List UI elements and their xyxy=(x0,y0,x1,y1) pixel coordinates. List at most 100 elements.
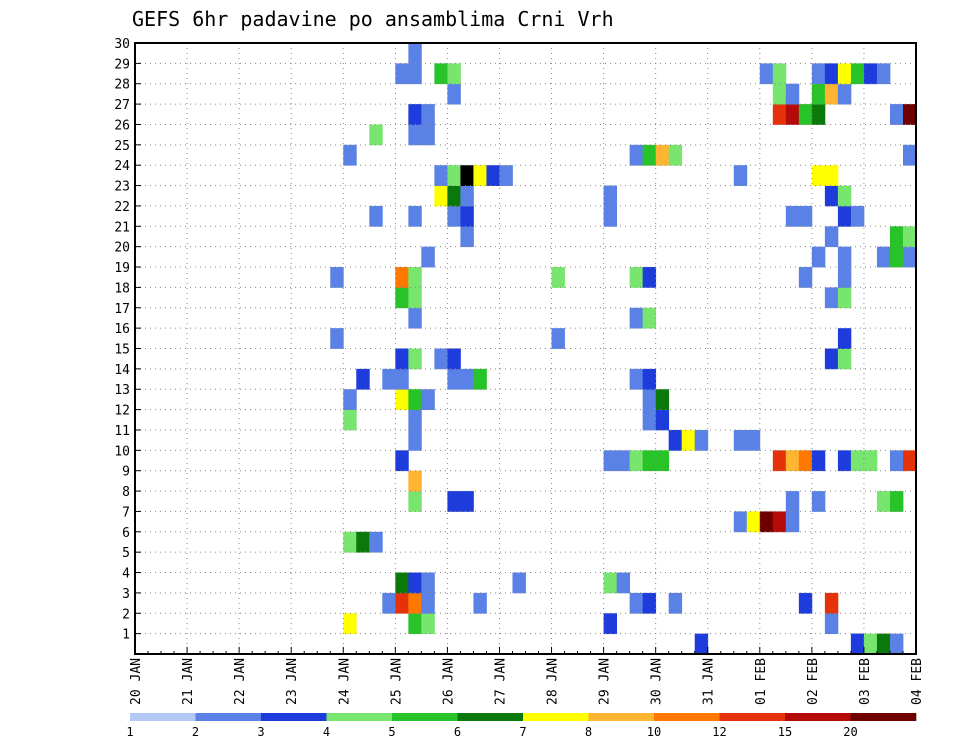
heatmap-cell xyxy=(382,368,396,390)
heatmap-cell xyxy=(629,267,644,288)
heatmap-cells xyxy=(330,43,917,655)
heatmap-cell xyxy=(343,531,357,553)
heatmap-cell xyxy=(837,185,852,207)
heatmap-cell xyxy=(681,429,696,451)
y-tick-label: 16 xyxy=(114,322,130,337)
heatmap-cell xyxy=(343,613,357,635)
heatmap-cell xyxy=(408,592,422,614)
heatmap-cell xyxy=(447,165,461,186)
heatmap-cell xyxy=(811,63,826,85)
heatmap-cell xyxy=(811,491,826,512)
heatmap-cell xyxy=(395,450,409,472)
heatmap-cell xyxy=(408,63,422,85)
heatmap-cell xyxy=(603,572,618,594)
heatmap-cell xyxy=(785,491,800,512)
heatmap-cell xyxy=(408,124,422,146)
legend-swatch xyxy=(195,713,262,721)
heatmap-cell xyxy=(421,104,435,125)
legend-label: 8 xyxy=(585,725,592,739)
heatmap-cell xyxy=(811,165,826,186)
heatmap-cell xyxy=(343,409,357,431)
x-tick-label: 01 FEB xyxy=(754,658,769,705)
heatmap-cell xyxy=(499,165,513,186)
heatmap-cell xyxy=(837,205,852,227)
heatmap-cell xyxy=(811,104,826,125)
heatmap-cell xyxy=(473,165,487,186)
heatmap-cell xyxy=(408,307,422,329)
heatmap-cell xyxy=(395,267,409,288)
y-tick-label: 24 xyxy=(114,159,130,174)
heatmap-cell xyxy=(408,491,422,512)
x-tick-label: 23 JAN xyxy=(285,658,300,705)
heatmap-cell xyxy=(889,246,904,268)
heatmap-cell xyxy=(889,450,904,472)
heatmap-cell xyxy=(408,429,422,451)
legend-swatch xyxy=(523,713,589,721)
legend-swatch xyxy=(785,713,851,721)
heatmap-cell xyxy=(460,205,474,227)
legend-swatch xyxy=(719,713,786,721)
heatmap-cell xyxy=(447,348,461,370)
heatmap-cell xyxy=(655,409,670,431)
legend-swatch xyxy=(326,713,393,721)
heatmap-cell xyxy=(629,592,644,614)
chart-title: GEFS 6hr padavine po ansamblima Crni Vrh xyxy=(132,7,614,31)
legend-swatch xyxy=(130,713,196,721)
heatmap-cell xyxy=(616,572,631,594)
heatmap-cell xyxy=(395,63,409,85)
heatmap-cell xyxy=(421,613,435,635)
x-tick-label: 30 JAN xyxy=(650,658,665,705)
grid-lines xyxy=(135,43,916,654)
y-tick-label: 7 xyxy=(122,505,130,520)
heatmap-cell xyxy=(824,592,839,614)
heatmap-cell xyxy=(408,43,422,64)
y-tick-label: 29 xyxy=(114,57,130,72)
heatmap-cell xyxy=(837,328,852,349)
heatmap-cell xyxy=(642,144,657,166)
heatmap-cell xyxy=(772,450,787,472)
y-tick-label: 27 xyxy=(114,98,130,113)
y-tick-label: 11 xyxy=(114,424,130,439)
y-tick-label: 10 xyxy=(114,444,130,459)
heatmap-cell xyxy=(902,144,917,166)
heatmap-cell xyxy=(434,185,448,207)
heatmap-cell xyxy=(447,368,461,390)
heatmap-cell xyxy=(434,63,448,85)
heatmap-cell xyxy=(824,165,839,186)
heatmap-cell xyxy=(837,63,852,85)
heatmap-cell xyxy=(603,613,618,635)
heatmap-cell xyxy=(772,63,787,85)
heatmap-cell xyxy=(798,450,813,472)
heatmap-cell xyxy=(395,348,409,370)
heatmap-cell xyxy=(408,470,422,492)
heatmap-cell xyxy=(889,104,904,125)
heatmap-cell xyxy=(473,368,487,390)
x-tick-label: 02 FEB xyxy=(806,658,821,705)
y-tick-label: 14 xyxy=(114,363,130,378)
legend-label: 10 xyxy=(647,725,661,739)
heatmap-cell xyxy=(811,83,826,105)
y-tick-label: 18 xyxy=(114,281,130,296)
y-axis-ticks: 1234567891011121314151617181920212223242… xyxy=(114,37,141,643)
heatmap-cell xyxy=(824,63,839,85)
heatmap-cell xyxy=(837,83,852,105)
y-tick-label: 22 xyxy=(114,200,130,215)
heatmap-cell xyxy=(863,63,878,85)
heatmap-cell xyxy=(603,185,618,207)
heatmap-cell xyxy=(642,368,657,390)
legend-swatch xyxy=(850,713,917,721)
heatmap-cell xyxy=(421,572,435,594)
x-tick-label: 31 JAN xyxy=(702,658,717,705)
heatmap-cell xyxy=(395,592,409,614)
heatmap-cell xyxy=(408,287,422,309)
heatmap-cell xyxy=(408,409,422,431)
legend-swatch xyxy=(654,713,720,721)
heatmap-cell xyxy=(655,144,670,166)
heatmap-cell xyxy=(746,511,761,533)
heatmap-cell xyxy=(330,267,344,288)
heatmap-cell xyxy=(642,307,657,329)
y-tick-label: 23 xyxy=(114,180,130,195)
heatmap-cell xyxy=(785,83,800,105)
legend-label: 7 xyxy=(519,725,526,739)
